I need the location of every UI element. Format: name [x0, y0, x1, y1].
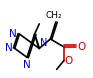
Text: O: O — [64, 56, 73, 66]
Text: O: O — [78, 42, 86, 52]
Text: CH₂: CH₂ — [46, 11, 63, 20]
Text: N: N — [23, 60, 31, 70]
Text: N: N — [40, 38, 47, 48]
Text: N: N — [5, 43, 12, 53]
Text: N: N — [9, 29, 17, 39]
